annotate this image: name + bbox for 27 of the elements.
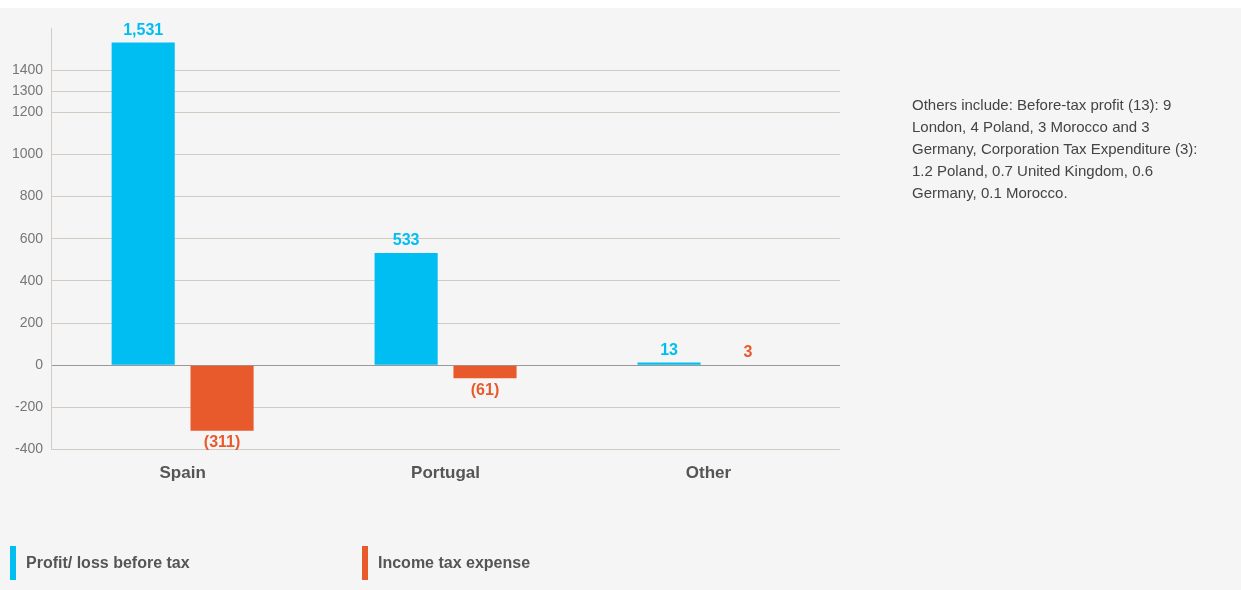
text: Others include: Before-tax profit (13): 9 London, 4 Poland, 3 Morocco and 3 Germany, Corporation Tax Expenditure (3): 1.2 Poland, 0.7 United Kingdom, 0.6 Germany, 0.1 Morocco. (912, 95, 1199, 203)
x-tick-label: Spain (159, 463, 206, 483)
y-tick-label: -200 (15, 398, 44, 415)
y-tick-label: 200 (19, 313, 44, 330)
y-tick-label: 1000 (11, 145, 44, 162)
y-tick-label: 0 (35, 356, 44, 373)
y-tick-label: 1300 (11, 82, 44, 99)
bar (190, 365, 254, 431)
data-label: 13 (660, 340, 679, 358)
y-tick-label: 1400 (11, 61, 44, 78)
bar (111, 42, 175, 365)
legend-label: Profit/ loss before tax (26, 554, 190, 572)
data-label: 533 (392, 231, 420, 249)
y-tick-label: 600 (19, 229, 44, 246)
bar (374, 252, 438, 365)
bar (453, 365, 517, 379)
y-tick-label: 800 (19, 187, 44, 204)
legend-label: Income tax expense (378, 554, 531, 572)
x-tick-label: Portugal (411, 463, 481, 483)
data-label: 3 (743, 343, 753, 361)
data-label: 1,531 (123, 20, 164, 38)
y-tick-label: 400 (19, 271, 44, 288)
y-tick-label: 1200 (11, 103, 44, 120)
data-label: (311) (203, 433, 241, 451)
x-tick-label: Other (685, 463, 732, 483)
data-label: (61) (470, 380, 500, 398)
y-tick-label: -400 (15, 440, 44, 457)
